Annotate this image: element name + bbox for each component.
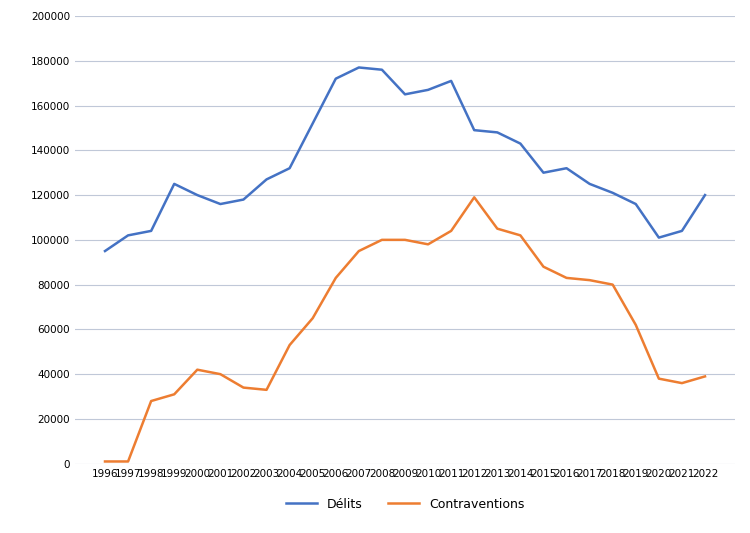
Line: Contraventions: Contraventions — [105, 197, 705, 462]
Contraventions — [216, 371, 225, 377]
Délits — [632, 201, 640, 207]
Contraventions — [262, 386, 271, 393]
Contraventions — [308, 315, 317, 321]
Délits — [285, 165, 294, 172]
Délits — [193, 192, 202, 198]
Délits — [562, 165, 571, 172]
Délits — [470, 127, 478, 133]
Contraventions — [124, 458, 133, 465]
Délits — [124, 232, 133, 239]
Délits — [493, 129, 502, 135]
Délits — [147, 228, 156, 234]
Délits — [700, 192, 709, 198]
Délits — [262, 176, 271, 183]
Contraventions — [332, 274, 340, 281]
Contraventions — [354, 248, 363, 254]
Délits — [608, 190, 617, 196]
Délits — [424, 87, 433, 93]
Délits — [170, 181, 178, 187]
Contraventions — [516, 232, 525, 239]
Délits — [516, 140, 525, 147]
Contraventions — [193, 367, 202, 373]
Contraventions — [632, 322, 640, 328]
Délits — [377, 67, 386, 73]
Délits — [216, 201, 225, 207]
Legend: Délits, Contraventions: Délits, Contraventions — [280, 492, 530, 515]
Contraventions — [654, 375, 663, 382]
Délits — [239, 196, 248, 203]
Délits — [677, 228, 686, 234]
Contraventions — [539, 263, 548, 270]
Contraventions — [470, 194, 478, 200]
Contraventions — [585, 277, 594, 284]
Contraventions — [239, 384, 248, 391]
Contraventions — [285, 342, 294, 348]
Contraventions — [677, 380, 686, 386]
Line: Délits: Délits — [105, 68, 705, 251]
Contraventions — [493, 225, 502, 232]
Délits — [447, 78, 456, 84]
Délits — [539, 169, 548, 176]
Contraventions — [170, 391, 178, 398]
Délits — [654, 235, 663, 241]
Délits — [100, 248, 109, 254]
Délits — [400, 91, 410, 98]
Contraventions — [562, 274, 571, 281]
Contraventions — [147, 398, 156, 404]
Délits — [332, 76, 340, 82]
Contraventions — [424, 241, 433, 247]
Délits — [585, 181, 594, 187]
Contraventions — [400, 237, 410, 243]
Contraventions — [700, 373, 709, 379]
Délits — [308, 120, 317, 127]
Délits — [354, 64, 363, 71]
Contraventions — [377, 237, 386, 243]
Contraventions — [447, 228, 456, 234]
Contraventions — [608, 281, 617, 288]
Contraventions — [100, 458, 109, 465]
